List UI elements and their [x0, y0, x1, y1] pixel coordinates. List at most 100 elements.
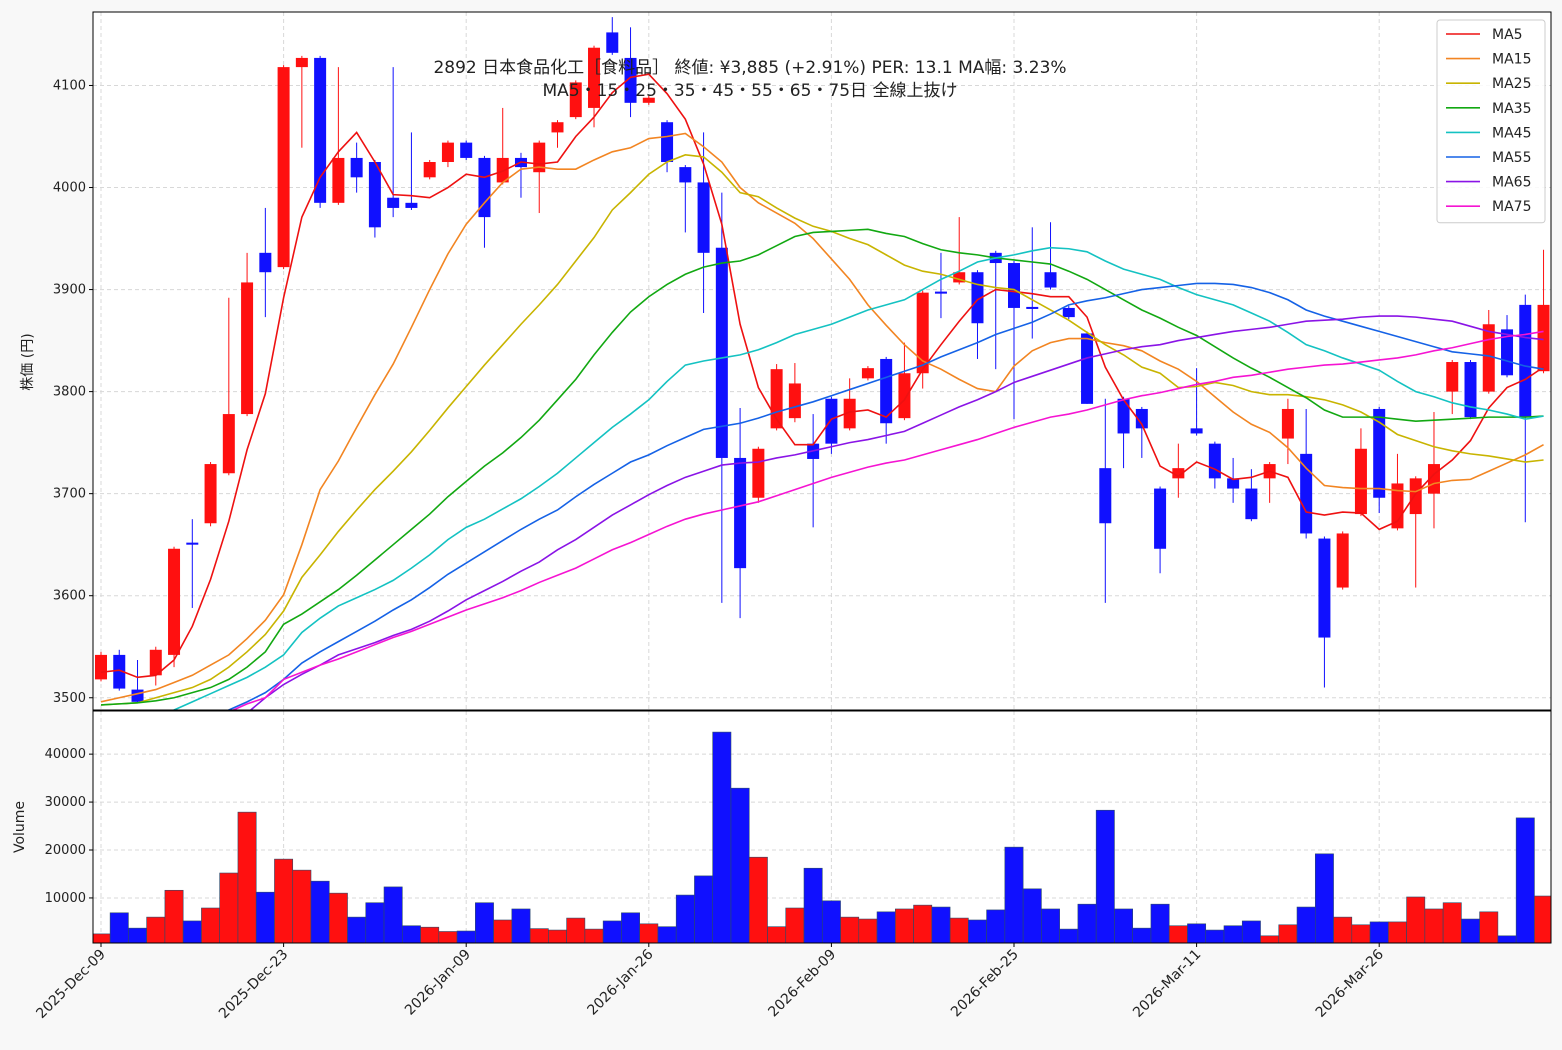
volume-bar: [128, 927, 147, 943]
x-tick-label: 2026-Mar-11: [1130, 947, 1204, 1021]
candle-body: [588, 47, 601, 108]
volume-bar: [201, 907, 220, 943]
legend-label: MA65: [1492, 175, 1531, 191]
volume-bar: [219, 872, 239, 943]
volume-bar: [1314, 853, 1334, 943]
volume-bar: [274, 858, 294, 943]
legend: MA5 MA15 MA25 MA35 MA45 MA55 MA65 MA75: [1436, 19, 1546, 224]
volume-bar: [1132, 927, 1152, 943]
candle-body: [788, 383, 801, 419]
volume-bar: [1424, 908, 1444, 943]
y-tick-label: 4000: [53, 181, 86, 196]
candle-body: [661, 122, 674, 163]
candle-body: [186, 542, 199, 545]
candle-body: [734, 457, 747, 569]
volume-bar: [1296, 906, 1316, 943]
volume-bar: [1278, 924, 1298, 943]
legend-label: MA35: [1492, 101, 1531, 117]
candle-body: [149, 649, 162, 676]
volume-bar: [1114, 908, 1133, 943]
volume-bar: [657, 926, 677, 943]
volume-bar: [1059, 928, 1079, 943]
volume-bar: [511, 908, 531, 943]
candle-body: [679, 167, 692, 183]
candle-body: [277, 67, 290, 268]
candle-body: [953, 272, 966, 283]
candle-body: [898, 373, 911, 419]
candle-body: [1026, 306, 1039, 309]
volume-bar: [986, 909, 1006, 943]
candle-body: [1117, 398, 1130, 434]
candle-body: [1245, 488, 1258, 520]
candle-body: [1135, 408, 1148, 429]
candle-body: [1154, 488, 1167, 549]
volume-bar: [913, 904, 933, 943]
price-frame: [92, 11, 1552, 711]
candle-body: [314, 57, 327, 203]
y-tick-label: 3800: [53, 385, 86, 400]
candle-body: [1227, 478, 1240, 489]
volume-bar: [712, 731, 732, 943]
volume-bar: [475, 902, 494, 943]
candle-body: [1446, 362, 1459, 392]
y-tick-label: 20000: [45, 843, 86, 858]
candle-body: [825, 398, 838, 444]
volume-bar: [365, 902, 385, 943]
x-tick-label: 2026-Feb-09: [765, 947, 839, 1021]
ma-line: [171, 246, 1544, 710]
candle-body: [95, 654, 107, 680]
volume-bar: [931, 906, 951, 943]
volume-bar: [675, 894, 695, 943]
candle-body: [934, 291, 947, 294]
ma-line: [226, 282, 1544, 710]
volume-bar: [1223, 925, 1243, 943]
volume-bar: [328, 892, 348, 943]
volume-bar: [1406, 896, 1426, 943]
candle-body: [1008, 263, 1020, 308]
y-tick-label: 30000: [45, 795, 86, 810]
price-plot-area: [93, 12, 1551, 710]
volume-bar: [1004, 846, 1024, 943]
legend-label: MA25: [1492, 76, 1531, 92]
ma-line: [249, 315, 1544, 710]
candle-body: [1300, 453, 1313, 534]
candle-body: [642, 97, 655, 103]
candle-body: [387, 197, 400, 208]
volume-bar: [730, 787, 750, 943]
volume-bar: [895, 908, 914, 943]
candle-body: [1190, 428, 1203, 434]
x-tick-label: 2026-Jan-26: [585, 946, 657, 1018]
candle-body: [1336, 533, 1349, 588]
candle-body: [697, 182, 710, 253]
candle-body: [1482, 324, 1495, 392]
x-tick-label: 2026-Mar-26: [1313, 946, 1387, 1020]
volume-bar: [1515, 817, 1535, 943]
candle-body: [843, 398, 856, 429]
y-tick-label: 4100: [53, 78, 86, 93]
legend-box: [1436, 19, 1546, 224]
volume-bar: [1497, 935, 1517, 943]
candle-body: [1318, 538, 1331, 638]
ma-line: [100, 73, 1544, 679]
candle-body: [880, 358, 893, 424]
candle-body: [861, 368, 874, 379]
volume-bar: [876, 911, 896, 943]
candle-body: [113, 654, 126, 689]
candle-body: [222, 414, 235, 474]
chart-subtitle: MA5・15・25・35・45・55・65・75日 全線上抜け: [543, 81, 958, 101]
y-tick-label: 3900: [53, 283, 86, 298]
volume-bar: [821, 900, 841, 943]
volume-bar: [1442, 902, 1462, 943]
legend-label: MA5: [1492, 27, 1523, 43]
y-axis-label: 株価 (円): [20, 333, 36, 390]
volume-bar: [1260, 935, 1280, 943]
x-tick-label: 2025-Dec-09: [33, 947, 108, 1022]
y-tick-label: 10000: [45, 891, 86, 906]
candle-body: [715, 247, 728, 458]
volume-bar: [803, 867, 823, 943]
candle-body: [1409, 478, 1422, 515]
x-tick-label: 2026-Feb-25: [948, 947, 1022, 1021]
candle-body: [916, 292, 929, 374]
